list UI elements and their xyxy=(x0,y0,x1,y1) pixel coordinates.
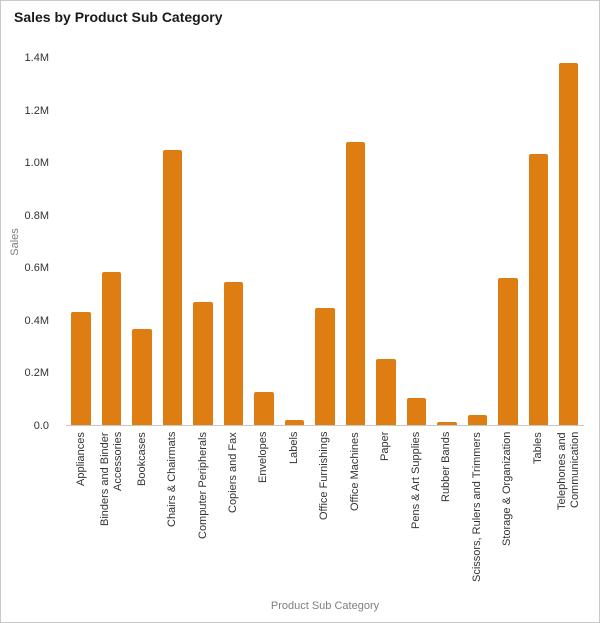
x-tick-zone: Telephones and Communication xyxy=(554,426,584,596)
bar-zone xyxy=(126,58,158,426)
category-column: Office Machines xyxy=(340,58,371,596)
bar-zone xyxy=(157,58,188,426)
bar[interactable] xyxy=(528,153,549,425)
bar-zone xyxy=(401,58,432,426)
y-tick-label: 1.0M xyxy=(24,157,49,170)
x-tick-zone: Office Machines xyxy=(340,426,370,596)
y-tick-label: 0.2M xyxy=(24,367,49,380)
bar-zone xyxy=(462,58,493,426)
bar[interactable] xyxy=(71,312,91,425)
bar-zone xyxy=(187,58,219,426)
bar-zone xyxy=(553,58,584,426)
x-tick-label: Labels xyxy=(287,432,300,465)
category-column: Labels xyxy=(279,58,310,596)
category-column: Pens & Art Supplies xyxy=(401,58,432,596)
x-tick-label: Binders and Binder Accessories xyxy=(98,432,124,526)
y-tick-label: 1.4M xyxy=(24,52,49,64)
bar[interactable] xyxy=(223,282,244,425)
y-axis: 0.0 0.2M 0.4M 0.6M 0.8M 1.0M 1.2M 1.4M xyxy=(1,52,61,432)
x-tick-zone: Labels xyxy=(279,426,309,596)
x-tick-zone: Bookcases xyxy=(127,426,157,596)
category-column: Office Furnishings xyxy=(309,58,341,596)
x-tick-label: Computer Peripherals xyxy=(196,432,209,539)
bar[interactable] xyxy=(467,415,488,425)
bar[interactable] xyxy=(498,278,518,425)
x-tick-label: Storage & Organization xyxy=(501,432,514,547)
plot-area: Appliances Binders and Binder Accessories… xyxy=(66,58,584,596)
x-tick-zone: Scissors, Rulers and Trimmers xyxy=(462,426,492,596)
y-tick-label: 0.4M xyxy=(24,314,49,327)
bar-zone xyxy=(218,58,249,426)
category-column: Scissors, Rulers and Trimmers xyxy=(462,58,493,596)
x-tick-zone: Pens & Art Supplies xyxy=(401,426,431,596)
bar[interactable] xyxy=(132,329,152,425)
x-tick-label: Pens & Art Supplies xyxy=(409,432,422,530)
x-tick-label: Copiers and Fax xyxy=(226,432,239,513)
x-tick-zone: Storage & Organization xyxy=(493,426,523,596)
category-column: Rubber Bands xyxy=(431,58,463,596)
x-tick-zone: Binders and Binder Accessories xyxy=(96,426,126,596)
x-tick-zone: Paper xyxy=(371,426,401,596)
category-column: Chairs & Chairmats xyxy=(157,58,188,596)
bar[interactable] xyxy=(162,149,183,425)
bar[interactable] xyxy=(558,63,579,425)
y-tick-label: 0.0 xyxy=(33,420,49,432)
category-column: Copiers and Fax xyxy=(218,58,249,596)
x-tick-label: Rubber Bands xyxy=(440,432,453,503)
x-tick-zone: Rubber Bands xyxy=(432,426,462,596)
bar-zone xyxy=(279,58,310,426)
category-column: Tables xyxy=(523,58,554,596)
category-column: Appliances xyxy=(66,58,97,596)
x-tick-zone: Computer Peripherals xyxy=(188,426,218,596)
bar-zone xyxy=(66,58,97,426)
category-column: Envelopes xyxy=(248,58,280,596)
x-tick-zone: Appliances xyxy=(66,426,96,596)
category-column: Telephones and Communication xyxy=(553,58,584,596)
x-tick-label: Paper xyxy=(379,432,392,462)
x-tick-zone: Chairs & Chairmats xyxy=(157,426,187,596)
x-tick-label: Telephones and Communication xyxy=(555,432,581,510)
x-tick-zone: Envelopes xyxy=(249,426,279,596)
bar-zone xyxy=(492,58,524,426)
x-tick-zone: Office Furnishings xyxy=(310,426,340,596)
bar[interactable] xyxy=(376,359,396,425)
bar-zone xyxy=(523,58,554,426)
bar-zone xyxy=(340,58,371,426)
bar[interactable] xyxy=(254,392,274,425)
bar-zone xyxy=(309,58,341,426)
category-column: Storage & Organization xyxy=(492,58,524,596)
y-tick-label: 1.2M xyxy=(24,104,49,117)
x-tick-zone: Tables xyxy=(523,426,553,596)
x-tick-label: Chairs & Chairmats xyxy=(166,432,179,528)
x-tick-zone: Copiers and Fax xyxy=(218,426,248,596)
x-tick-label: Appliances xyxy=(74,432,87,486)
bar[interactable] xyxy=(315,308,335,425)
x-tick-label: Tables xyxy=(531,432,544,464)
bar-zone xyxy=(96,58,127,426)
category-column: Bookcases xyxy=(126,58,158,596)
bar[interactable] xyxy=(101,271,122,425)
category-column: Binders and Binder Accessories xyxy=(96,58,127,596)
x-tick-label: Bookcases xyxy=(135,432,148,486)
bar-zone xyxy=(248,58,280,426)
category-column: Computer Peripherals xyxy=(187,58,219,596)
bar[interactable] xyxy=(345,141,366,425)
chart-title: Sales by Product Sub Category xyxy=(14,9,223,25)
x-tick-label: Scissors, Rulers and Trimmers xyxy=(470,432,483,582)
bar[interactable] xyxy=(193,301,213,425)
bar[interactable] xyxy=(406,398,427,425)
bar[interactable] xyxy=(437,422,457,425)
bar[interactable] xyxy=(284,419,305,425)
x-tick-label: Envelopes xyxy=(257,432,270,484)
y-tick-label: 0.8M xyxy=(24,209,49,222)
category-column: Paper xyxy=(370,58,402,596)
bar-zone xyxy=(370,58,402,426)
x-tick-label: Office Furnishings xyxy=(318,432,331,521)
x-axis-title: Product Sub Category xyxy=(270,600,380,612)
y-tick-label: 0.6M xyxy=(24,262,49,275)
x-tick-label: Office Machines xyxy=(348,432,361,511)
bar-zone xyxy=(431,58,463,426)
